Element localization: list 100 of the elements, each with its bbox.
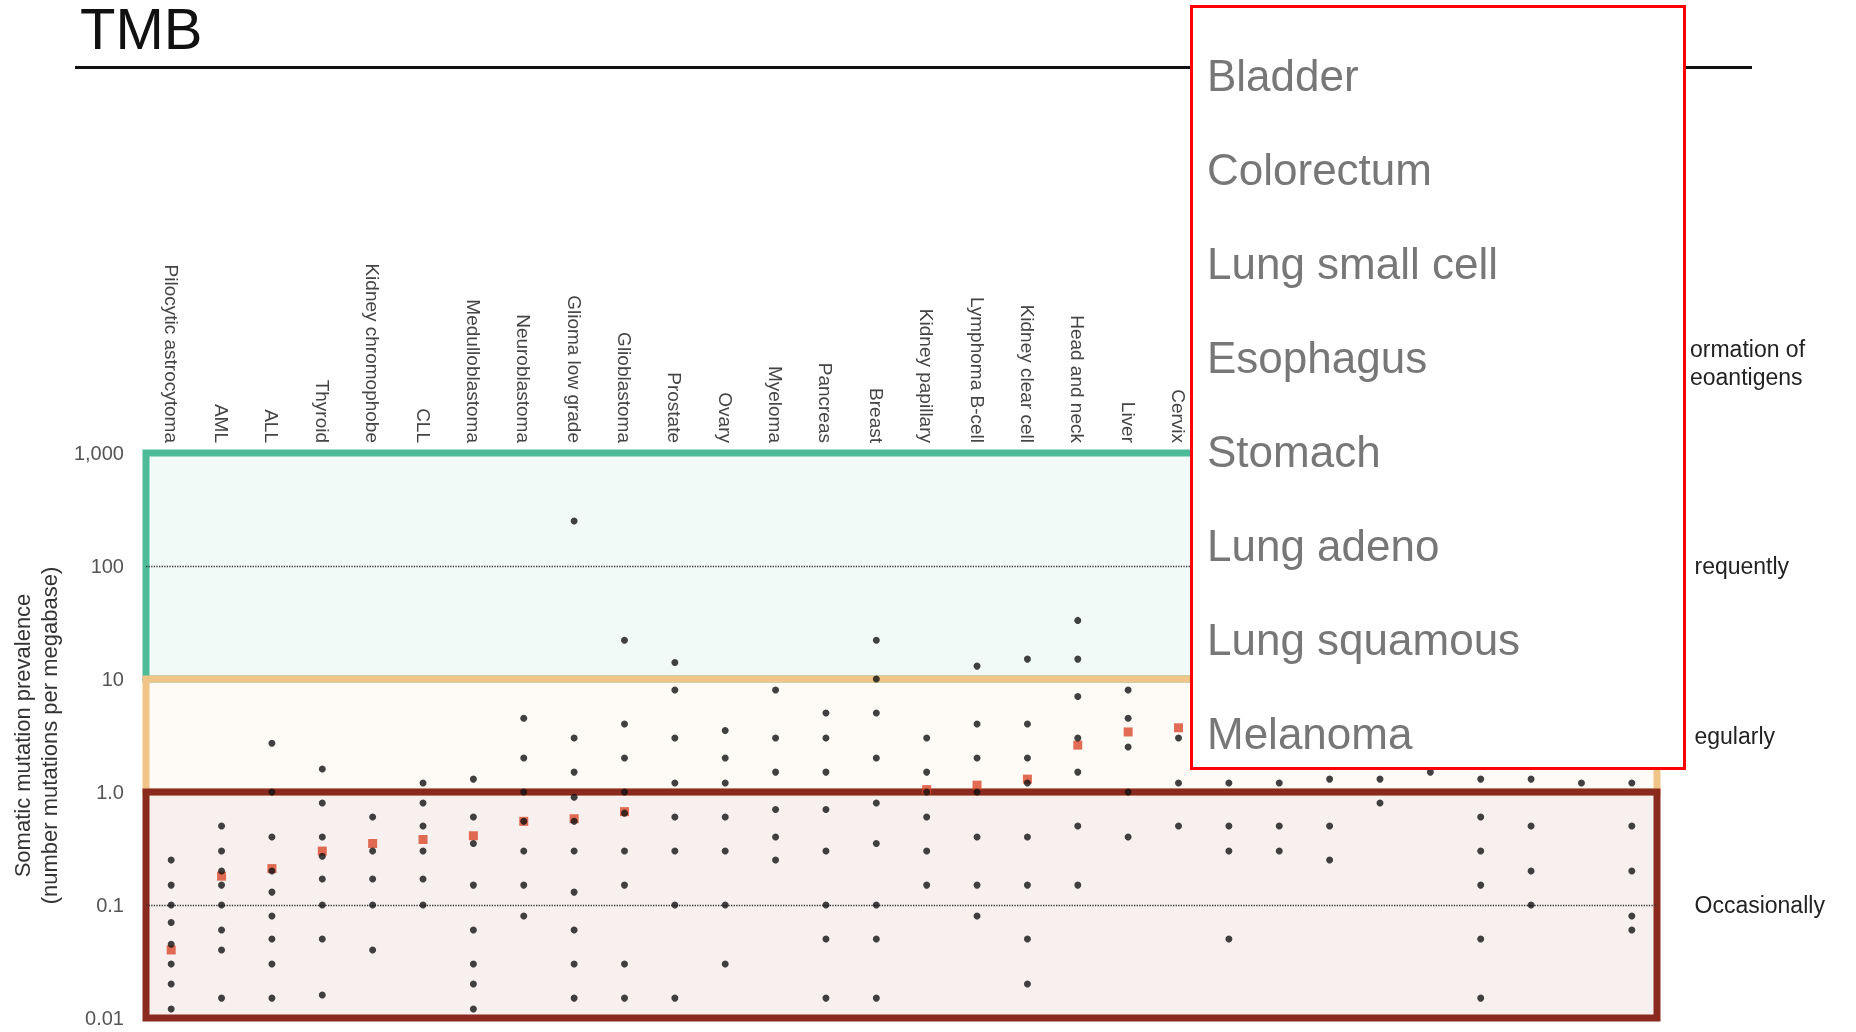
- point: [671, 686, 679, 694]
- band-label: requently: [1694, 553, 1790, 579]
- x-tick-label: Liver: [1117, 401, 1139, 444]
- point: [167, 881, 175, 889]
- y-tick-label: 1,000: [73, 442, 124, 464]
- point: [520, 847, 528, 855]
- point: [923, 847, 931, 855]
- point: [1225, 847, 1233, 855]
- point: [318, 991, 326, 999]
- point: [570, 888, 578, 896]
- point: [620, 636, 628, 644]
- point: [620, 881, 628, 889]
- point: [570, 734, 578, 742]
- point: [369, 901, 377, 909]
- point: [1477, 935, 1485, 943]
- point: [772, 833, 780, 841]
- band-label: Occasionally: [1694, 892, 1826, 918]
- band-label: egularly: [1694, 722, 1776, 749]
- annotation: Melanoma: [1207, 708, 1414, 760]
- point: [1175, 779, 1183, 787]
- point: [772, 734, 780, 742]
- point: [872, 675, 880, 683]
- text: Bladder: [1207, 51, 1359, 100]
- point: [1023, 881, 1031, 889]
- point: [570, 960, 578, 968]
- point: [218, 994, 226, 1002]
- x-tick-label: Pancreas: [815, 362, 837, 443]
- point: [570, 847, 578, 855]
- point: [671, 658, 679, 666]
- point: [570, 768, 578, 776]
- point: [671, 994, 679, 1002]
- point: [1074, 693, 1082, 700]
- point: [1023, 980, 1031, 988]
- point: [218, 901, 226, 909]
- x-tick-label: Cervix: [1168, 389, 1190, 444]
- point: [1628, 912, 1636, 920]
- point: [620, 720, 628, 728]
- point: [218, 822, 226, 830]
- point: [520, 714, 528, 722]
- point: [469, 926, 477, 934]
- point: [1477, 994, 1485, 1002]
- point: [167, 960, 175, 968]
- point: [318, 765, 326, 773]
- point: [218, 946, 226, 954]
- x-tick-label: Lymphoma B-cell: [966, 296, 988, 443]
- point: [772, 856, 780, 864]
- text: Colorectum: [1207, 145, 1432, 194]
- point: [721, 727, 729, 735]
- point: [570, 994, 578, 1002]
- point: [1577, 779, 1585, 787]
- point: [368, 839, 378, 849]
- point: [520, 881, 528, 889]
- point: [469, 840, 477, 848]
- point: [1123, 727, 1133, 737]
- point: [872, 935, 880, 943]
- point: [671, 779, 679, 787]
- point: [1074, 655, 1082, 663]
- point: [1023, 935, 1031, 943]
- point: [1477, 813, 1485, 821]
- point: [167, 980, 175, 988]
- y-axis-title: Somatic mutation prevalence (number mutations per megabase): [10, 566, 63, 905]
- point: [1628, 779, 1636, 787]
- point: [1023, 779, 1031, 787]
- point: [469, 1005, 477, 1013]
- point: [268, 739, 276, 747]
- point: [620, 960, 628, 968]
- point: [218, 867, 226, 875]
- x-tick-label: AML: [211, 403, 233, 443]
- point: [872, 799, 880, 807]
- x-tick-label: Kidney clear cell: [1016, 304, 1038, 443]
- x-tick-label: Neuroblastoma: [513, 314, 535, 444]
- point: [923, 881, 931, 889]
- annotation: Stomach: [1207, 426, 1382, 478]
- x-tick-label: Pilocytic astrocytoma: [160, 264, 182, 444]
- point: [218, 847, 226, 855]
- point: [520, 788, 528, 796]
- point: [872, 709, 880, 717]
- point: [167, 1005, 175, 1013]
- point: [1074, 881, 1082, 889]
- point: [570, 793, 578, 801]
- point: [469, 775, 477, 783]
- point: [872, 901, 880, 909]
- point: [1275, 779, 1283, 787]
- point: [1073, 740, 1083, 750]
- point: [1023, 833, 1031, 841]
- point: [620, 994, 628, 1002]
- point: [1628, 926, 1636, 934]
- point: [872, 840, 880, 848]
- point: [520, 754, 528, 762]
- point: [1477, 775, 1485, 783]
- point: [772, 806, 780, 813]
- y-tick-label: 0.01: [85, 1007, 124, 1029]
- point: [1628, 822, 1636, 830]
- y-tick-label: 1.0: [96, 781, 124, 803]
- x-tick-label: Breast: [865, 388, 887, 444]
- point: [1326, 822, 1334, 830]
- point: [369, 847, 377, 855]
- point: [671, 734, 679, 742]
- point: [318, 935, 326, 943]
- point: [469, 960, 477, 968]
